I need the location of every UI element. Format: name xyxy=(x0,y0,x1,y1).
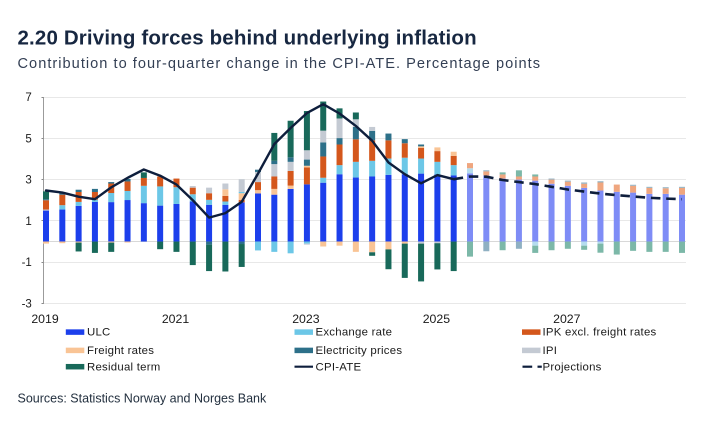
svg-text:Electricity prices: Electricity prices xyxy=(316,345,403,357)
svg-text:1: 1 xyxy=(25,216,31,228)
svg-text:3: 3 xyxy=(25,175,31,187)
svg-text:IPI: IPI xyxy=(543,345,558,357)
svg-text:2027: 2027 xyxy=(553,312,581,326)
svg-text:5: 5 xyxy=(25,133,31,145)
svg-text:2019: 2019 xyxy=(31,312,59,326)
svg-text:2021: 2021 xyxy=(162,312,190,326)
svg-text:CPI-ATE: CPI-ATE xyxy=(316,361,362,373)
svg-text:-3: -3 xyxy=(22,299,32,311)
svg-text:Projections: Projections xyxy=(543,361,602,373)
svg-text:IPK excl. freight rates: IPK excl. freight rates xyxy=(543,327,657,339)
svg-text:Contribution to four-quarter c: Contribution to four-quarter change in t… xyxy=(18,56,542,72)
svg-text:2025: 2025 xyxy=(423,312,451,326)
svg-text:Exchange rate: Exchange rate xyxy=(316,327,393,339)
svg-text:-1: -1 xyxy=(22,257,32,269)
svg-text:7: 7 xyxy=(25,92,31,104)
svg-text:Residual term: Residual term xyxy=(87,361,161,373)
svg-text:Freight rates: Freight rates xyxy=(87,345,154,357)
svg-text:2.20 Driving forces behind und: 2.20 Driving forces behind underlying in… xyxy=(18,26,477,49)
svg-text:Sources: Statistics Norway and: Sources: Statistics Norway and Norges Ba… xyxy=(18,392,267,406)
svg-text:ULC: ULC xyxy=(87,327,111,339)
svg-text:2023: 2023 xyxy=(292,312,320,326)
